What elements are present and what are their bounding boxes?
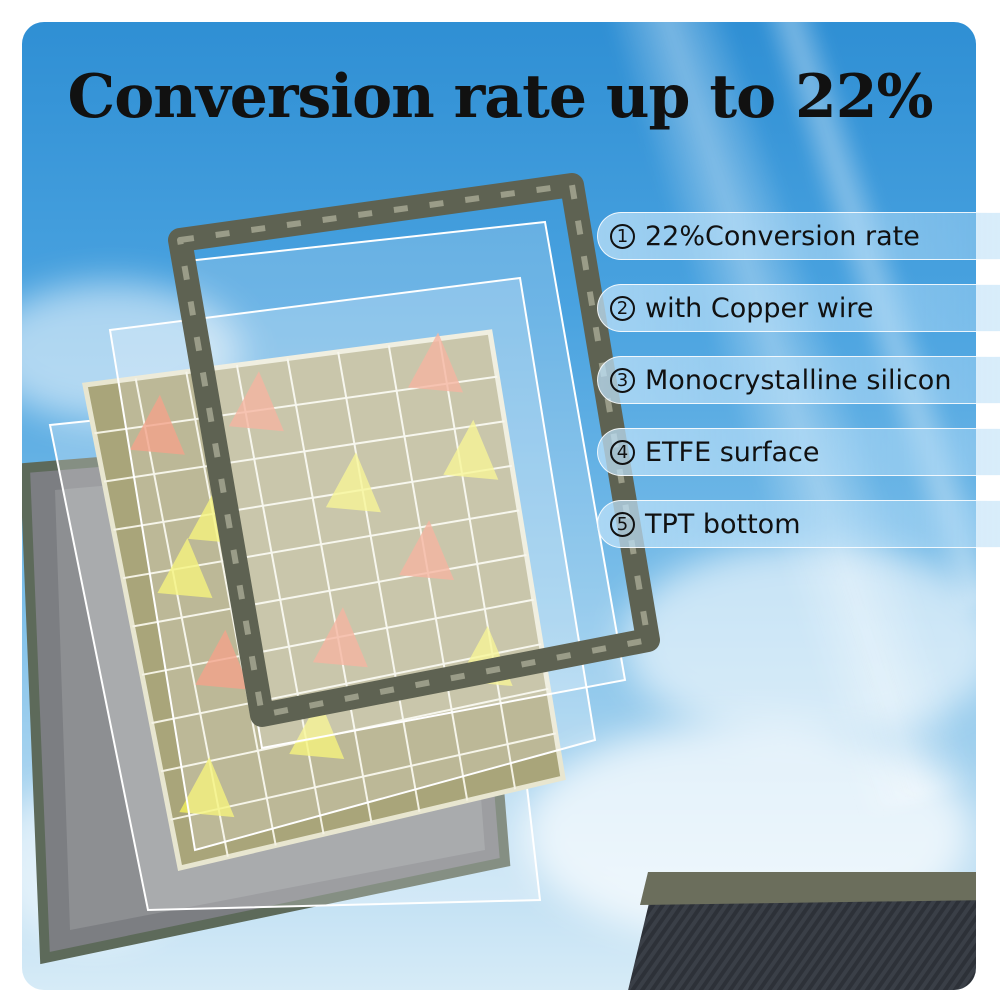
light-arrow-icon xyxy=(157,538,213,599)
copper-wire-sheet xyxy=(108,276,597,852)
corner-panel xyxy=(625,878,976,990)
feature-label: 22%Conversion rate xyxy=(645,220,920,252)
number-badge: 1 xyxy=(610,223,635,249)
number-badge: 3 xyxy=(610,367,635,393)
light-arrow-icon xyxy=(325,452,381,513)
page-title: Conversion rate up to 22% xyxy=(67,62,933,132)
light-arrow-icon xyxy=(399,520,455,581)
feature-conversion-rate: 1 22%Conversion rate xyxy=(597,212,1000,260)
feature-label: TPT bottom xyxy=(645,508,801,540)
feature-monocrystalline: 3 Monocrystalline silicon xyxy=(597,356,1000,404)
feature-tpt: 5 TPT bottom xyxy=(597,500,1000,548)
feature-label: Monocrystalline silicon xyxy=(645,364,952,396)
light-arrow-icon xyxy=(443,419,499,480)
feature-etfe: 4 ETFE surface xyxy=(597,428,1000,476)
light-arrow-icon xyxy=(289,698,345,759)
light-arrow-icon xyxy=(195,629,251,690)
cell-gridline xyxy=(132,554,527,628)
feature-label: ETFE surface xyxy=(645,436,820,468)
feature-copper-wire: 2 with Copper wire xyxy=(597,284,1000,332)
feature-label: with Copper wire xyxy=(645,292,874,324)
number-badge: 4 xyxy=(610,439,635,465)
number-badge: 5 xyxy=(610,511,635,537)
number-badge: 2 xyxy=(610,295,635,321)
cell-gridline xyxy=(113,464,513,531)
light-arrow-icon xyxy=(408,332,464,393)
light-arrow-icon xyxy=(129,394,185,455)
light-arrow-icon xyxy=(228,371,284,432)
cell-gridline xyxy=(170,732,556,821)
light-arrow-icon xyxy=(179,757,235,818)
camo-frame-highlight xyxy=(177,182,651,718)
corner-panel-camo-edge xyxy=(640,872,976,905)
light-arrow-icon xyxy=(312,607,368,668)
cell-gridline xyxy=(103,420,505,483)
